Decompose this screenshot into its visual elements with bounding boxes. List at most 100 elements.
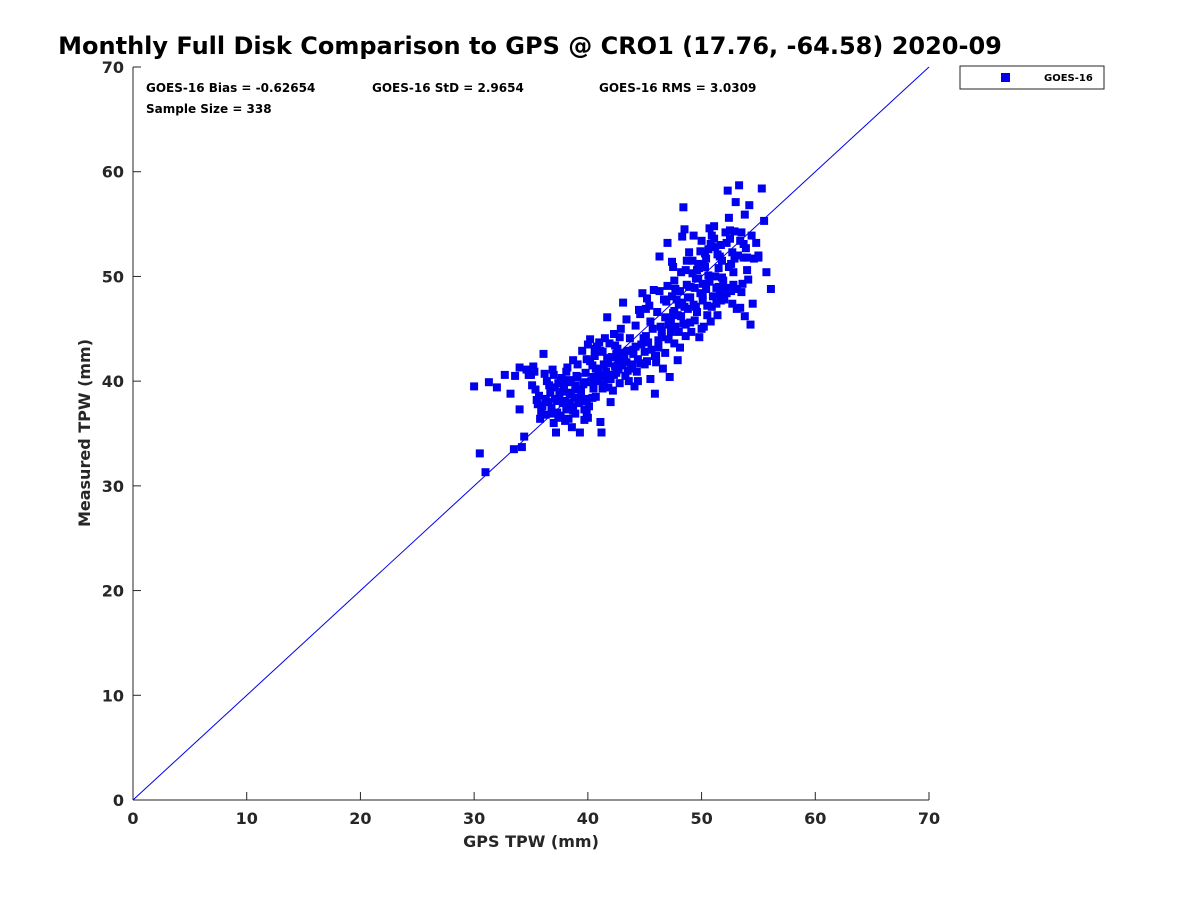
data-point [599, 360, 608, 369]
x-tick-label: 70 [918, 809, 940, 828]
data-point [582, 408, 591, 417]
data-point [595, 338, 604, 347]
data-point [583, 413, 592, 422]
x-tick-label: 40 [577, 809, 599, 828]
data-point [655, 252, 664, 261]
data-point [674, 300, 683, 309]
data-point [664, 335, 673, 344]
data-point [707, 302, 716, 311]
data-point [618, 361, 626, 370]
data-point [706, 317, 715, 326]
data-point [595, 371, 604, 380]
data-point [746, 320, 755, 329]
data-point [678, 232, 687, 241]
data-point [720, 295, 729, 304]
data-point [556, 377, 565, 386]
y-tick-label: 0 [113, 791, 124, 810]
data-point [730, 254, 739, 263]
data-point [737, 288, 746, 297]
data-point [666, 315, 675, 324]
data-point [685, 282, 694, 291]
data-point [650, 352, 659, 360]
data-point [597, 428, 606, 437]
data-point [569, 356, 578, 365]
data-point [703, 311, 712, 320]
data-point [704, 245, 713, 254]
data-point [741, 244, 750, 253]
x-tick-label: 60 [804, 809, 826, 828]
data-point [566, 388, 575, 397]
data-point [624, 377, 633, 386]
data-point [703, 301, 712, 310]
data-point [610, 370, 618, 379]
data-point [522, 365, 531, 374]
data-point [560, 383, 568, 392]
data-point [688, 256, 697, 265]
data-point [748, 299, 757, 308]
data-point [615, 333, 624, 342]
data-point [683, 304, 692, 313]
data-point [705, 224, 714, 233]
data-point [712, 299, 721, 308]
data-point [731, 198, 740, 207]
data-point [688, 269, 697, 278]
data-point [702, 285, 711, 293]
data-point [533, 400, 542, 409]
data-point [728, 248, 737, 257]
data-point [685, 248, 694, 257]
data-point [567, 423, 576, 432]
data-point [640, 360, 649, 369]
x-tick-label: 20 [349, 809, 371, 828]
data-point [687, 327, 696, 336]
legend: GOES-16 [959, 65, 1105, 90]
data-point [739, 253, 748, 262]
data-point [596, 346, 605, 355]
data-point [531, 385, 540, 394]
data-point [573, 360, 582, 369]
data-point [604, 383, 613, 392]
data-point [610, 330, 618, 338]
data-point [613, 361, 622, 370]
data-point [549, 370, 558, 379]
data-point [637, 340, 646, 349]
data-point [728, 299, 737, 308]
data-point [581, 378, 590, 387]
data-point [623, 346, 632, 355]
data-point [671, 285, 680, 293]
data-point [537, 407, 546, 416]
data-point [729, 280, 738, 289]
data-point [698, 296, 707, 305]
data-point [605, 339, 614, 348]
data-point [745, 201, 754, 210]
data-point [740, 210, 749, 219]
data-point [721, 228, 730, 237]
data-point [722, 238, 731, 247]
data-point [587, 377, 596, 386]
data-points [470, 181, 775, 477]
data-point [550, 383, 559, 392]
data-point [647, 345, 656, 354]
data-point [577, 391, 585, 400]
data-point [575, 428, 584, 437]
data-point [679, 319, 688, 328]
data-point [530, 367, 539, 376]
data-point [663, 281, 672, 290]
data-point [614, 356, 623, 365]
data-point [572, 371, 581, 380]
data-point [691, 302, 700, 311]
data-point [572, 385, 581, 394]
data-point [633, 355, 642, 364]
reference-line-layer [132, 66, 930, 801]
data-point [475, 449, 484, 458]
data-point [747, 231, 756, 240]
data-point [656, 322, 665, 331]
x-tick-label: 0 [127, 809, 138, 828]
data-point [714, 264, 723, 273]
data-point [598, 384, 607, 393]
data-point [578, 346, 587, 355]
data-point [706, 240, 715, 248]
data-point [726, 234, 734, 243]
data-point [602, 374, 611, 382]
data-point [665, 373, 674, 381]
data-point [713, 311, 722, 320]
